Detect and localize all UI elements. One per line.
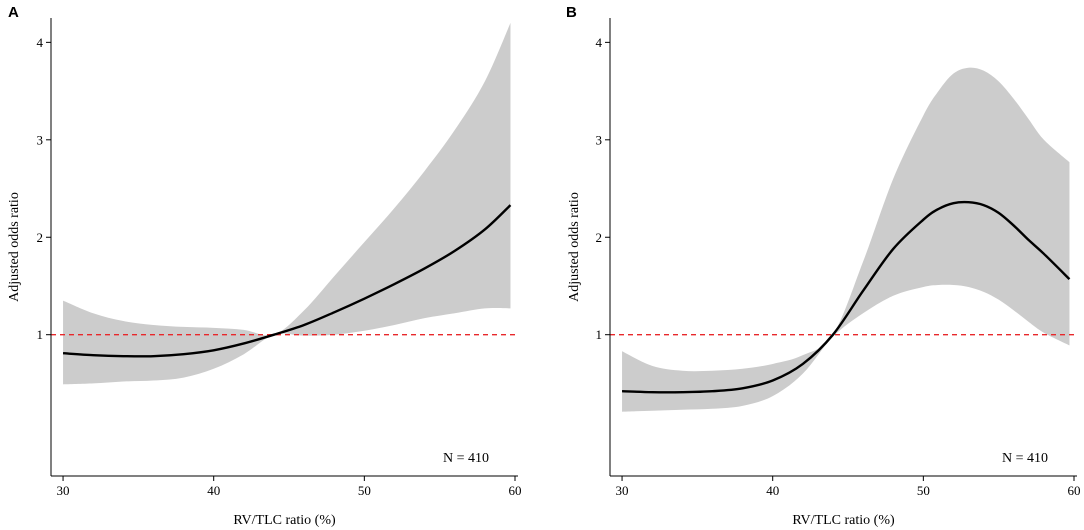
y-tick-label: 3	[37, 132, 44, 147]
y-tick-label: 2	[37, 230, 44, 245]
y-tick-label: 3	[596, 132, 603, 147]
x-tick-label: 30	[616, 483, 629, 498]
x-tick-label: 30	[57, 483, 70, 498]
confidence-band	[63, 22, 511, 385]
estimate-curve	[62, 204, 512, 358]
y-axis-label: Adjusted odds ratio	[7, 192, 22, 302]
confidence-band	[622, 67, 1070, 412]
y-tick-label: 2	[596, 230, 603, 245]
x-axis-label: RV/TLC ratio (%)	[233, 513, 336, 528]
x-axis-label: RV/TLC ratio (%)	[792, 513, 895, 528]
estimate-curve	[622, 200, 1071, 394]
panel-a: 30 40 50 60 1 2 3 4 RV/TLC ratio (%) Adjusted odd…	[7, 4, 521, 528]
sample-size-annotation: N = 410	[443, 451, 489, 466]
panel-b: 30 40 50 60 1 2 3 4 RV/TLC ratio (%) Adjusted odd…	[566, 4, 1080, 528]
y-tick-label: 1	[596, 327, 603, 342]
y-tick-label: 4	[37, 35, 44, 50]
panel-label: A	[8, 4, 19, 21]
x-tick-label: 50	[917, 483, 930, 498]
y-tick-label: 4	[596, 35, 603, 50]
y-tick-label: 1	[37, 327, 44, 342]
y-axis-label: Adjusted odds ratio	[567, 192, 582, 302]
x-tick-label: 50	[358, 483, 371, 498]
sample-size-annotation: N = 410	[1002, 451, 1048, 466]
x-tick-label: 40	[207, 483, 220, 498]
panel-label: B	[566, 4, 577, 21]
x-tick-label: 60	[1067, 483, 1080, 498]
x-tick-label: 60	[508, 483, 521, 498]
x-tick-label: 40	[766, 483, 779, 498]
